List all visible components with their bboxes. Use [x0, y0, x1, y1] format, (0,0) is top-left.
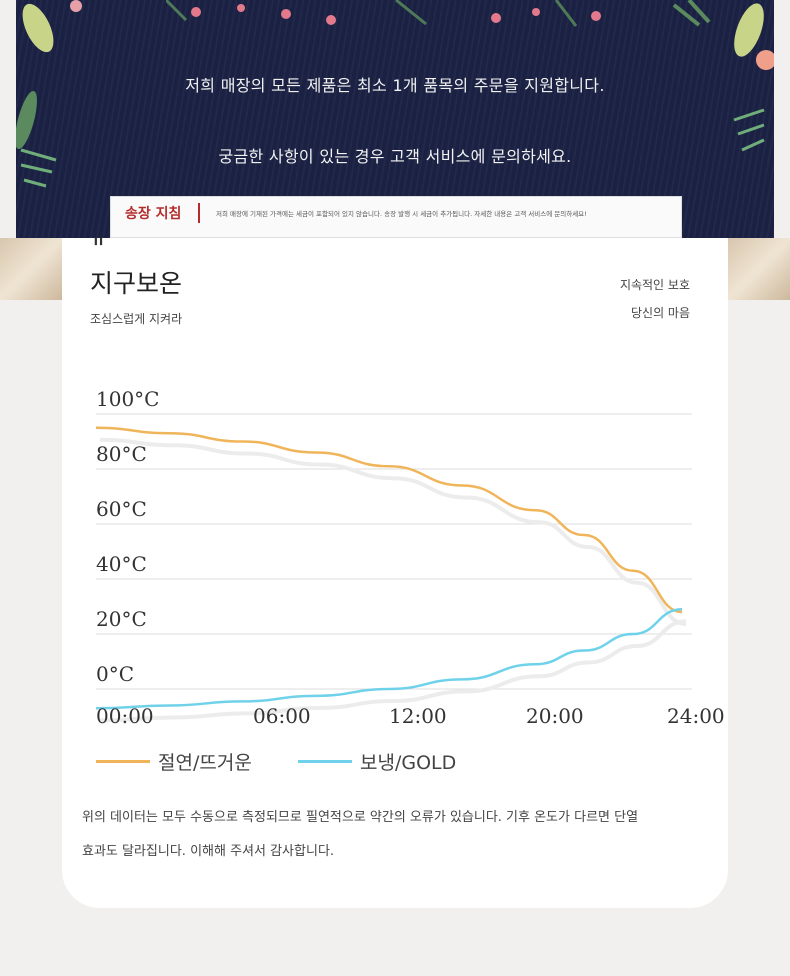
banner-line-2: 궁금한 사항이 있는 경우 고객 서비스에 문의하세요. — [218, 147, 572, 166]
y-tick-label: 100°C — [96, 387, 159, 411]
card-subtitle: 조심스럽게 지켜라 — [90, 312, 183, 326]
sand-texture-left — [0, 238, 62, 300]
x-tick-label: 00:00 — [96, 704, 154, 728]
notice-text: 저희 매장에 기재된 가격에는 세금이 포함되어 있지 않습니다. 송장 발행 … — [216, 210, 587, 218]
card-title: 지구보온 — [90, 269, 183, 298]
y-tick-label: 80°C — [96, 442, 147, 466]
series-line-1 — [95, 608, 683, 710]
y-tick-label: 20°C — [96, 607, 147, 631]
tag-protection: 지속적인 보호 — [619, 278, 690, 292]
legend-label-hot: 절연/뜨거운 — [158, 751, 252, 774]
floral-decoration-left — [16, 0, 82, 188]
y-tick-label: 60°C — [96, 497, 147, 521]
quote-mark: " — [92, 232, 105, 265]
invoice-notice: 송장 지침 저희 매장에 기재된 가격에는 세금이 포함되어 있지 않습니다. … — [110, 196, 682, 238]
series-shadow-1 — [99, 619, 687, 723]
tag-heart: 당신의 마음 — [630, 306, 690, 320]
series-shadow-0 — [99, 437, 687, 626]
legend-swatch-hot — [96, 759, 150, 763]
legend-item-cold: 보냉/GOLD — [298, 748, 456, 774]
insulation-card: " 지구보온 조심스럽게 지켜라 지속적인 보호 당신의 마음 100°C 80°… — [62, 232, 728, 908]
floral-decoration-top — [166, 0, 601, 27]
legend-label-cold: 보냉/GOLD — [360, 751, 457, 774]
floral-decoration-right — [672, 0, 774, 152]
series-line-0 — [95, 426, 683, 614]
banner-line-1: 저희 매장의 모든 제품은 최소 1개 품목의 주문을 지원합니다. — [185, 76, 605, 95]
promo-banner: 저희 매장의 모든 제품은 최소 1개 품목의 주문을 지원합니다. 궁금한 사… — [16, 0, 774, 238]
x-tick-label: 06:00 — [253, 704, 311, 728]
x-tick-label: 12:00 — [389, 704, 447, 728]
temperature-chart: 100°C 80°C 60°C 40°C 20°C 0°C 00:00 06:00 12:00… — [95, 387, 725, 728]
footnote-line-2: 효과도 달라집니다. 이해해 주셔서 감사합니다. — [82, 844, 335, 859]
notice-divider — [198, 203, 200, 223]
x-tick-label: 20:00 — [526, 704, 584, 728]
x-tick-label: 24:00 — [667, 704, 725, 728]
notice-badge: 송장 지침 — [125, 206, 182, 222]
footnote-line-1: 위의 데이터는 모두 수동으로 측정되므로 필연적으로 약간의 오류가 있습니다… — [82, 810, 639, 825]
y-tick-label: 0°C — [96, 662, 134, 686]
y-tick-label: 40°C — [96, 552, 147, 576]
legend-item-hot: 절연/뜨거운 — [96, 748, 252, 774]
legend-swatch-cold — [298, 759, 352, 763]
sand-texture-right — [728, 238, 790, 300]
